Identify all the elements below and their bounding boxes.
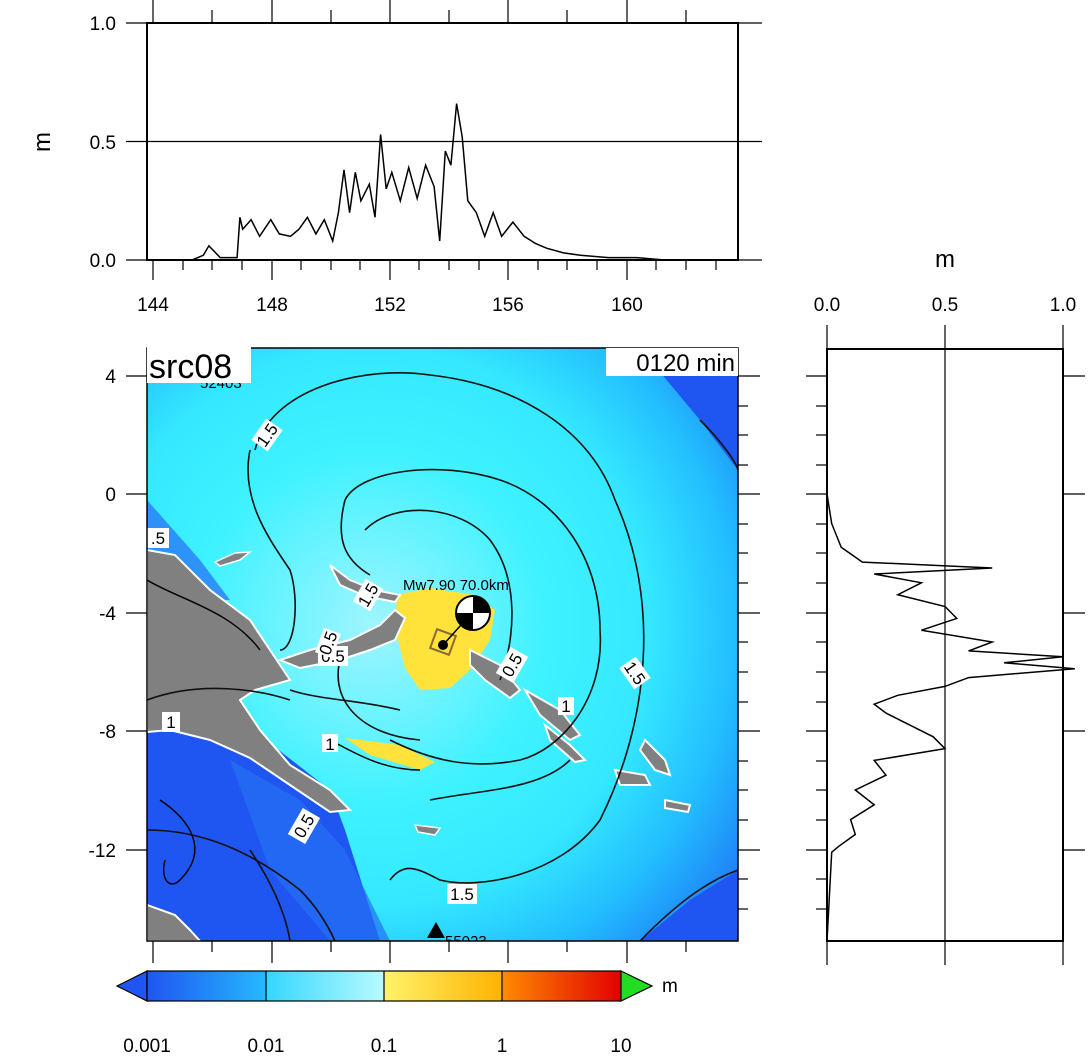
top-ytick-label: 0.0: [90, 251, 116, 272]
top-ytick-label: 0.5: [90, 133, 116, 154]
land-australia: [147, 903, 202, 941]
land-solomons-5: [664, 798, 692, 814]
land-bougainville: [469, 648, 522, 700]
colorbar-tick-label: 0.1: [371, 1036, 397, 1057]
station-label-bottom: 55023: [445, 933, 487, 950]
deep-ocean-southwest-mid: [230, 760, 390, 941]
colorbar-high-triangle: [620, 970, 654, 1002]
colorbar-low-triangle: [115, 970, 148, 1002]
svg-text:1: 1: [166, 713, 175, 732]
land-islet-2: [413, 824, 442, 836]
top-profile-panel: 1.0 0.5 0.0 m: [29, 0, 762, 316]
lat-tick-label: -8: [99, 722, 116, 743]
land-solomons-2: [542, 722, 588, 764]
time-label-box: [606, 348, 738, 376]
land-islet-1: [213, 551, 253, 567]
colorbar-tick-label: 1: [497, 1036, 508, 1057]
colorbar: m 0.001 0.01 0.1 1 10: [115, 970, 678, 1057]
colorbar-tick-label: 0.001: [123, 1036, 171, 1057]
svg-text:1: 1: [561, 697, 570, 716]
lon-tick-label: 148: [256, 295, 288, 316]
high-amplitude-zone-south: [345, 738, 435, 770]
right-profile-series-line: [826, 349, 1075, 942]
svg-text:1.5: 1.5: [450, 885, 474, 904]
land-new-ireland: [329, 564, 402, 604]
right-yticks: [806, 375, 1085, 910]
deep-ocean-northeast: [640, 348, 738, 470]
map-panel: Mw7.90 70.0km 1.5 1.5 1.5 1 1 1 0.5 0.5: [89, 347, 760, 963]
svg-text:.5: .5: [151, 529, 165, 548]
lon-tick-label: 156: [492, 295, 524, 316]
colorbar-tick-label: 0.01: [248, 1036, 285, 1057]
right-xtick-label: 1.0: [1050, 295, 1076, 316]
source-id-box: [147, 347, 251, 383]
event-label: Mw7.90 70.0km: [403, 577, 509, 594]
land-solomons-4: [638, 738, 672, 777]
top-xticks: [152, 0, 717, 280]
right-profile-panel: m 0.0 0.5 1.0: [806, 246, 1085, 965]
deep-ocean-southeast: [640, 870, 738, 941]
right-xtick-label: 0.0: [814, 295, 840, 316]
colorbar-unit: m: [662, 976, 678, 997]
source-id-label: src08: [149, 348, 232, 386]
svg-text:1: 1: [325, 735, 334, 754]
top-ytick-label: 1.0: [90, 14, 116, 35]
lon-tick-label: 160: [611, 295, 643, 316]
beachball-icon: [438, 595, 491, 650]
top-profile-ylabel: m: [29, 132, 56, 152]
station-triangle-icon: [427, 922, 445, 938]
top-profile-series-line: [147, 103, 738, 261]
lat-ticks: [126, 375, 760, 963]
contour-lines: [147, 372, 738, 941]
lat-tick-label: 0: [105, 485, 116, 506]
land-solomons-1: [522, 687, 582, 742]
map-frame: [146, 347, 739, 942]
time-label: 0120 min: [636, 350, 735, 377]
right-xtick-label: 0.5: [932, 295, 958, 316]
lon-tick-label: 152: [374, 295, 406, 316]
lat-tick-label: -12: [89, 841, 116, 862]
fault-plane: [428, 627, 458, 657]
lat-tick-label: 4: [105, 367, 116, 388]
land-new-guinea: [147, 548, 353, 814]
lat-tick-label: -4: [99, 604, 116, 625]
lon-tick-label: 144: [137, 295, 169, 316]
colorbar-tick-label: 10: [610, 1036, 631, 1057]
right-profile-xlabel: m: [935, 246, 955, 273]
